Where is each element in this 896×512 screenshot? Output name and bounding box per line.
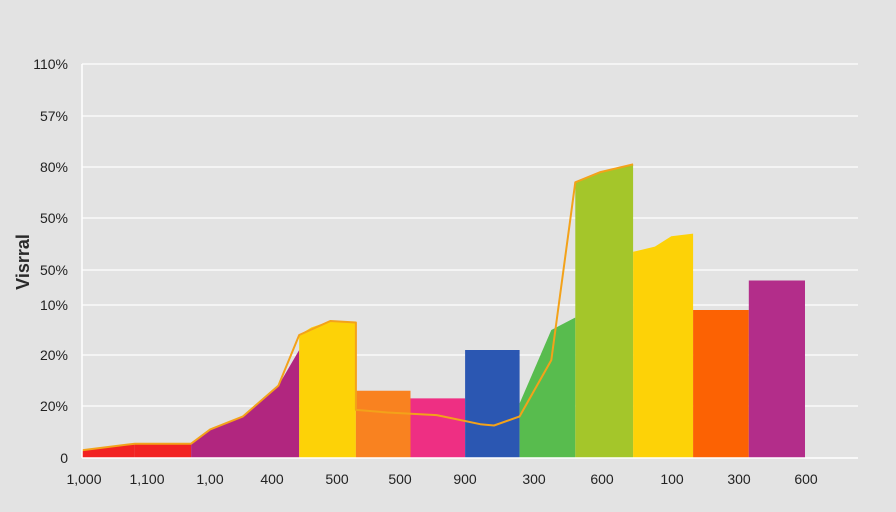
- bar-2: [134, 443, 192, 458]
- x-tick-label: 900: [453, 471, 477, 487]
- bar-10: [633, 233, 694, 458]
- y-tick-label: 57%: [40, 108, 68, 124]
- tick-labels: 0 20% 20% 10% 50% 50% 80% 57% 110% 1,000 1,100 1,00…: [33, 56, 818, 487]
- x-tick-label: 1,100: [129, 471, 164, 487]
- x-tick-label: 500: [388, 471, 412, 487]
- x-tick-label: 1,000: [66, 471, 101, 487]
- bar-6: [410, 398, 466, 458]
- y-tick-label: 80%: [40, 159, 68, 175]
- trend-line: [81, 163, 634, 452]
- grid: [82, 63, 858, 407]
- bar-3: [191, 350, 300, 458]
- bar-7: [465, 350, 520, 458]
- trend-line-group: [81, 163, 634, 452]
- axes: [81, 64, 858, 459]
- bar-1: [82, 443, 135, 458]
- x-tick-label: 600: [794, 471, 818, 487]
- x-tick-label: 300: [522, 471, 546, 487]
- y-tick-label: 20%: [40, 398, 68, 414]
- y-tick-label: 20%: [40, 347, 68, 363]
- x-tick-label: 600: [590, 471, 614, 487]
- bar-9: [575, 164, 634, 458]
- x-tick-label: 500: [325, 471, 349, 487]
- bar-12: [748, 280, 805, 458]
- bars: [82, 164, 805, 458]
- y-tick-label: 50%: [40, 262, 68, 278]
- y-tick-label: 110%: [33, 56, 68, 72]
- bar-8: [519, 317, 576, 458]
- y-tick-label: 50%: [40, 210, 68, 226]
- y-axis-label: Visrral: [13, 234, 33, 290]
- y-tick-label: 0: [60, 450, 68, 466]
- y-tick-label: 10%: [40, 297, 68, 313]
- bar-5: [355, 390, 411, 458]
- x-tick-label: 400: [260, 471, 284, 487]
- x-tick-label: 1,00: [196, 471, 223, 487]
- x-tick-label: 100: [660, 471, 684, 487]
- bar-4: [299, 321, 356, 458]
- x-tick-label: 300: [727, 471, 751, 487]
- bar-11: [693, 310, 749, 458]
